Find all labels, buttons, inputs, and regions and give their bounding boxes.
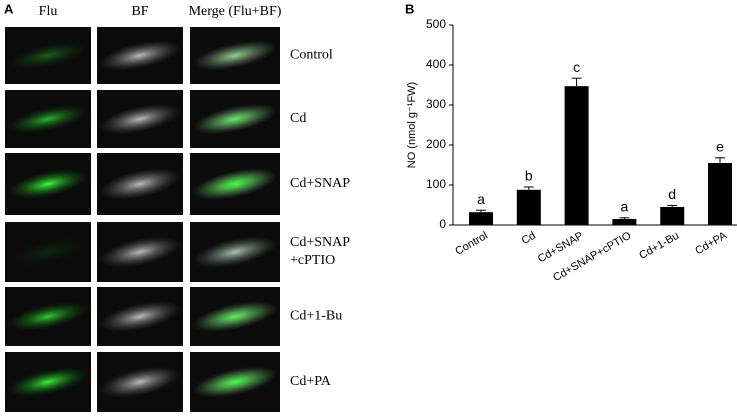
micrographs: Flu BF Merge (Flu+BF) Control Cd Cd+SNAP Cd+SN… xyxy=(5,4,350,412)
row-label: Cd+PA xyxy=(290,374,332,389)
x-tick-label: Control xyxy=(453,230,490,258)
significance-letter: d xyxy=(668,186,676,202)
y-tick-label: 100 xyxy=(426,177,446,191)
bar xyxy=(516,189,541,225)
significance-letter: e xyxy=(716,139,724,155)
bar xyxy=(708,163,732,225)
y-tick-label: 300 xyxy=(426,97,446,111)
root-flu xyxy=(192,367,278,397)
significance-letter: a xyxy=(621,199,629,215)
root-flu xyxy=(192,104,278,134)
root-flu xyxy=(192,168,278,200)
root-bf xyxy=(99,301,181,332)
significance-letter: b xyxy=(525,168,533,184)
y-tick-label: 500 xyxy=(426,17,446,31)
root-bf xyxy=(99,103,181,135)
column-header: Merge (Flu+BF) xyxy=(189,4,282,19)
x-tick-label: Cd+SNAP+cPTIO xyxy=(551,230,634,285)
bar xyxy=(469,212,493,225)
root-bf xyxy=(99,40,181,71)
significance-letter: c xyxy=(573,59,580,75)
bar xyxy=(660,207,685,225)
row-label: Cd+SNAP xyxy=(290,176,350,191)
bar xyxy=(612,219,637,225)
y-tick-label: 200 xyxy=(426,137,446,151)
panel-label: A xyxy=(4,1,14,16)
row-label: Control xyxy=(290,48,333,63)
panel-label: B xyxy=(405,1,414,16)
x-tick-label: Cd xyxy=(520,230,538,247)
root-bf xyxy=(99,168,181,200)
root-flu xyxy=(7,237,89,267)
significance-letter: a xyxy=(477,191,485,207)
root-flu xyxy=(7,41,89,70)
y-axis-title: NO (nmol g⁻¹FW) xyxy=(406,82,418,168)
root-flu xyxy=(192,301,278,332)
row-label: Cd+1-Bu xyxy=(290,309,342,324)
root-flu xyxy=(192,41,278,70)
row-label: Cd xyxy=(290,111,306,126)
bar-chart: 0 100 200 300 400 500 NO (nmol g⁻¹FW) a Control b… xyxy=(406,17,737,284)
row-label: Cd+SNAP +cPTIO xyxy=(290,235,350,268)
root-bf xyxy=(99,236,181,268)
root-flu xyxy=(192,237,278,267)
root-flu xyxy=(7,104,89,134)
y-tick-label: 0 xyxy=(439,217,446,231)
x-tick-label: Cd+PA xyxy=(693,229,729,257)
root-bf xyxy=(99,366,181,398)
y-tick-label: 400 xyxy=(426,57,446,71)
root-flu xyxy=(7,302,89,331)
root-flu xyxy=(7,367,89,397)
root-flu xyxy=(7,169,89,199)
column-header: BF xyxy=(131,4,148,19)
x-tick-label: Cd+1-Bu xyxy=(637,230,681,262)
column-header: Flu xyxy=(39,4,58,19)
bar xyxy=(564,86,589,225)
